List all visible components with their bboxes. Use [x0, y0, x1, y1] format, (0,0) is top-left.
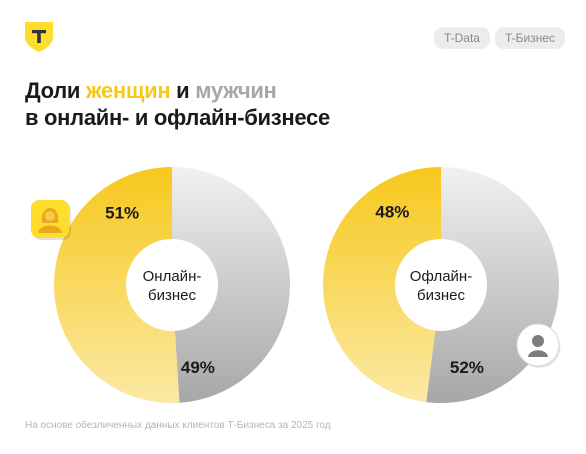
title-part: Доли — [25, 78, 86, 103]
donut-chart-online: 51% 49% Онлайн-бизнес — [31, 155, 302, 415]
title-part: и — [170, 78, 196, 103]
slice-men — [172, 167, 290, 403]
tag-t-data[interactable]: T-Data — [433, 27, 490, 49]
woman-avatar-icon — [31, 200, 71, 240]
center-label: Офлайн- — [410, 268, 472, 285]
title-women: женщин — [85, 78, 171, 103]
value-label-women: 51% — [105, 203, 139, 222]
slice-women — [53, 167, 180, 403]
man-avatar-icon — [516, 323, 561, 368]
center-label: бизнес — [417, 287, 465, 304]
source-tags: T-Data T-Бизнес — [433, 27, 565, 49]
title-line2: в онлайн- и офлайн-бизнесе — [25, 105, 330, 130]
tag-t-business[interactable]: T-Бизнес — [494, 27, 565, 49]
value-label-men: 49% — [181, 358, 215, 377]
center-label: бизнес — [148, 287, 196, 304]
footnote: На основе обезличенных данных клиентов Т… — [25, 420, 331, 431]
slice-women — [322, 167, 441, 403]
donut-svg: 51% 49% Онлайн-бизнес — [31, 167, 290, 403]
donut-svg: 48% 52% Офлайн-бизнес — [322, 167, 561, 403]
t-bank-logo — [25, 22, 53, 52]
donut-chart-offline: 48% 52% Офлайн-бизнес — [311, 155, 571, 415]
chart-title: Доли женщин и мужчин в онлайн- и офлайн-… — [25, 77, 330, 131]
value-label-men: 52% — [450, 358, 484, 377]
center-label: Онлайн- — [143, 268, 202, 285]
value-label-women: 48% — [375, 203, 409, 222]
title-men: мужчин — [195, 78, 277, 103]
